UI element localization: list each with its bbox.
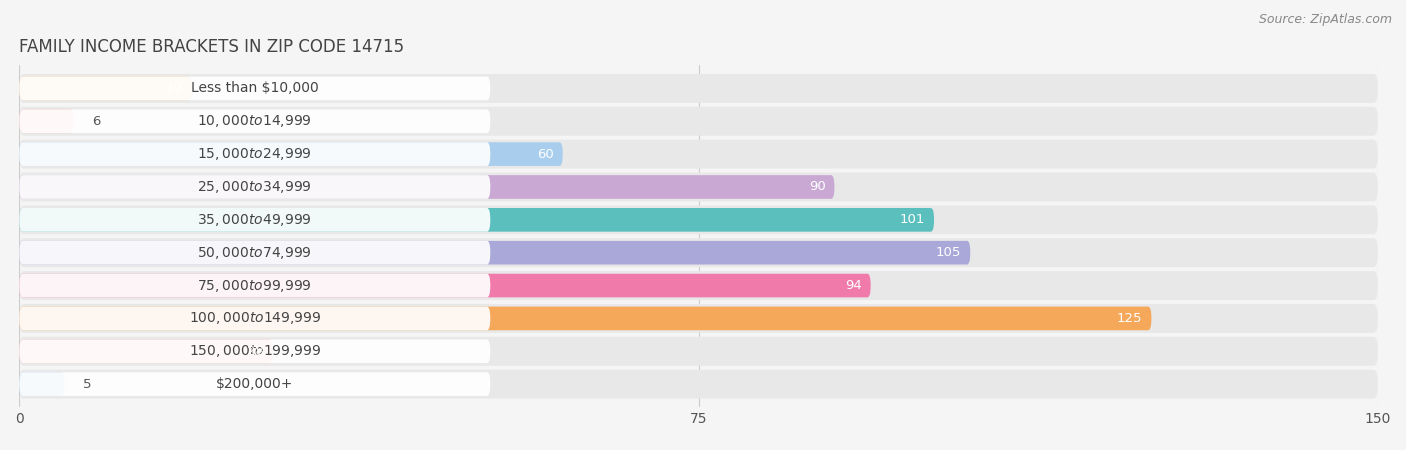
Text: Less than $10,000: Less than $10,000 [191,81,319,95]
Text: $50,000 to $74,999: $50,000 to $74,999 [197,245,312,261]
Text: $35,000 to $49,999: $35,000 to $49,999 [197,212,312,228]
FancyBboxPatch shape [20,337,1378,366]
Text: 90: 90 [808,180,825,194]
Text: 60: 60 [537,148,554,161]
FancyBboxPatch shape [20,142,562,166]
Text: $75,000 to $99,999: $75,000 to $99,999 [197,278,312,293]
FancyBboxPatch shape [20,241,491,265]
FancyBboxPatch shape [20,107,1378,136]
Text: $15,000 to $24,999: $15,000 to $24,999 [197,146,312,162]
FancyBboxPatch shape [20,372,65,396]
Text: 19: 19 [166,82,183,95]
Text: 28: 28 [247,345,264,358]
Text: 101: 101 [900,213,925,226]
Text: 94: 94 [845,279,862,292]
FancyBboxPatch shape [20,140,1378,169]
FancyBboxPatch shape [20,372,491,396]
Text: FAMILY INCOME BRACKETS IN ZIP CODE 14715: FAMILY INCOME BRACKETS IN ZIP CODE 14715 [20,37,405,55]
FancyBboxPatch shape [20,142,491,166]
FancyBboxPatch shape [20,304,1378,333]
Text: 105: 105 [936,246,962,259]
Text: $25,000 to $34,999: $25,000 to $34,999 [197,179,312,195]
Text: $100,000 to $149,999: $100,000 to $149,999 [188,310,321,326]
Text: 125: 125 [1116,312,1142,325]
FancyBboxPatch shape [20,109,73,133]
Text: $200,000+: $200,000+ [217,377,294,391]
FancyBboxPatch shape [20,205,1378,234]
Text: 5: 5 [83,378,91,391]
FancyBboxPatch shape [20,370,1378,399]
FancyBboxPatch shape [20,306,491,330]
FancyBboxPatch shape [20,306,1152,330]
FancyBboxPatch shape [20,76,491,100]
FancyBboxPatch shape [20,274,491,297]
FancyBboxPatch shape [20,172,1378,202]
FancyBboxPatch shape [20,109,491,133]
Text: Source: ZipAtlas.com: Source: ZipAtlas.com [1258,14,1392,27]
FancyBboxPatch shape [20,74,1378,103]
FancyBboxPatch shape [20,241,970,265]
FancyBboxPatch shape [20,271,1378,300]
FancyBboxPatch shape [20,339,273,363]
FancyBboxPatch shape [20,76,191,100]
FancyBboxPatch shape [20,175,491,199]
FancyBboxPatch shape [20,238,1378,267]
FancyBboxPatch shape [20,274,870,297]
FancyBboxPatch shape [20,208,934,232]
FancyBboxPatch shape [20,339,491,363]
Text: $150,000 to $199,999: $150,000 to $199,999 [188,343,321,359]
FancyBboxPatch shape [20,208,491,232]
Text: $10,000 to $14,999: $10,000 to $14,999 [197,113,312,129]
FancyBboxPatch shape [20,175,834,199]
Text: 6: 6 [91,115,100,128]
